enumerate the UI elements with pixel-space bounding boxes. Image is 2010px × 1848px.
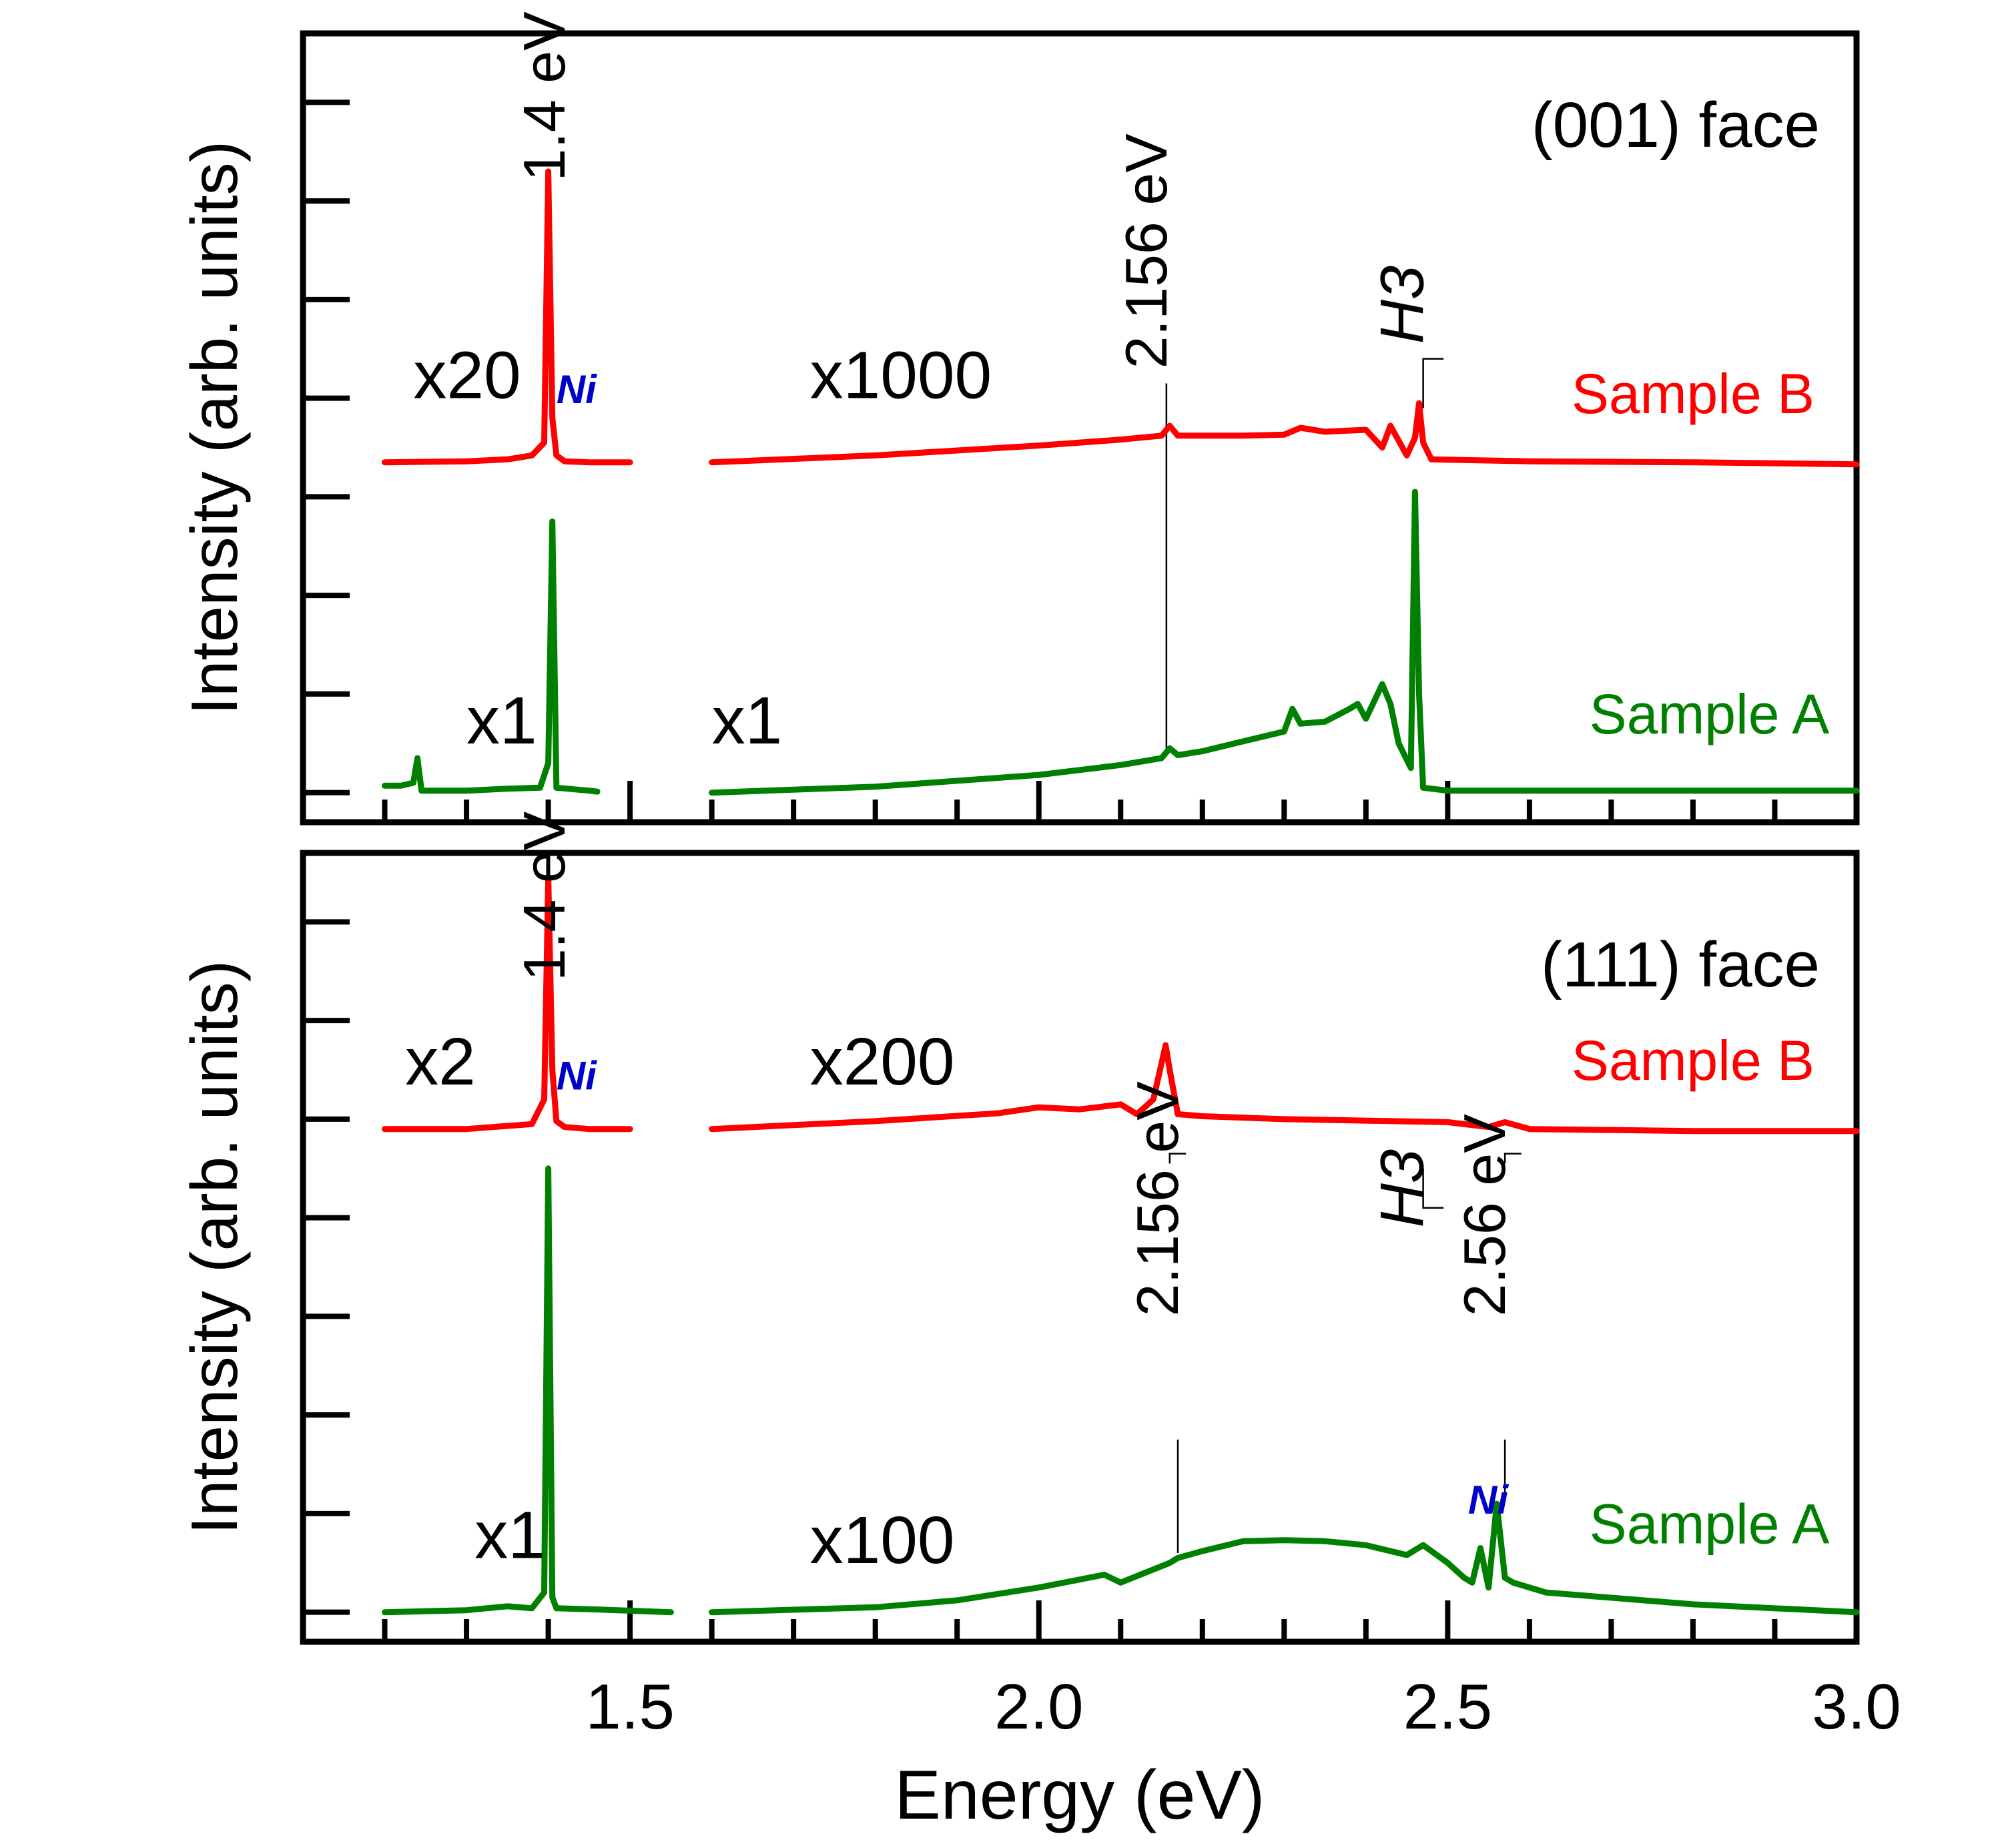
- panel-bottom: Intensity (arb. units) (111) face 1.4 eV Ni…: [178, 811, 1901, 1834]
- scale-factor-label: x200: [810, 1024, 955, 1099]
- h3-label: H3: [1369, 1149, 1437, 1228]
- scale-factor-label: x100: [810, 1503, 955, 1578]
- plot-frame: [300, 850, 1860, 1645]
- ni-label: Ni: [557, 1054, 597, 1099]
- legend-label: Sample B: [1572, 1029, 1814, 1092]
- annotation-leader-line: [1422, 1168, 1444, 1209]
- scale-factor-label: x1: [474, 1498, 545, 1572]
- energy-label: 1.4 eV: [511, 811, 577, 981]
- x-tick-label: 1.5: [585, 1671, 674, 1743]
- energy-label: 1.4 eV: [511, 11, 577, 182]
- x-axis-label: Energy (eV): [895, 1757, 1265, 1834]
- series-line-sample-b-segment-1: [382, 168, 633, 466]
- legend-label: Sample A: [1590, 683, 1830, 745]
- x-tick-label: 2.0: [994, 1671, 1083, 1743]
- energy-label: 2.56 eV: [1451, 1114, 1518, 1317]
- scale-factor-label: x20: [413, 338, 521, 413]
- scale-factor-label: x1: [466, 683, 537, 758]
- y-axis-label: Intensity (arb. units): [178, 960, 251, 1535]
- scale-factor-label: x1000: [810, 338, 992, 413]
- series-line-sample-b-segment-2: [709, 1042, 1860, 1135]
- panel-top: Intensity (arb. units) (001) face 1.4 eV Ni…: [178, 11, 1860, 826]
- x-tick-label: 2.5: [1403, 1671, 1492, 1743]
- ni-label: Ni: [1468, 1478, 1509, 1522]
- panel-title: (001) face: [1532, 89, 1820, 161]
- x-tick-label: 3.0: [1812, 1671, 1901, 1743]
- series-line-sample-a-segment-1: [382, 1165, 674, 1616]
- legend-label: Sample B: [1572, 362, 1814, 425]
- series-line-sample-a-segment-2: [709, 1500, 1860, 1616]
- series-line-sample-a-segment-1: [382, 518, 601, 795]
- scale-factor-label: x1: [712, 683, 783, 758]
- energy-label: 2.156 eV: [1124, 1081, 1191, 1317]
- legend-label: Sample A: [1590, 1492, 1830, 1555]
- y-axis-label: Intensity (arb. units): [178, 141, 251, 715]
- plot-frame: [300, 30, 1860, 826]
- scale-factor-label: x2: [405, 1024, 476, 1099]
- annotation-leader-line: [1168, 1153, 1187, 1164]
- panel-title: (111) face: [1541, 929, 1820, 1000]
- energy-label: 2.156 eV: [1113, 133, 1179, 369]
- annotation-leader-line: [1422, 358, 1444, 408]
- series-line-sample-b-segment-2: [709, 400, 1860, 468]
- series-line-sample-a-segment-2: [709, 489, 1860, 796]
- series-line-sample-b-segment-1: [382, 874, 633, 1133]
- annotation-leader-line: [1503, 1153, 1522, 1164]
- h3-label: H3: [1369, 266, 1437, 344]
- ni-label: Ni: [557, 367, 597, 412]
